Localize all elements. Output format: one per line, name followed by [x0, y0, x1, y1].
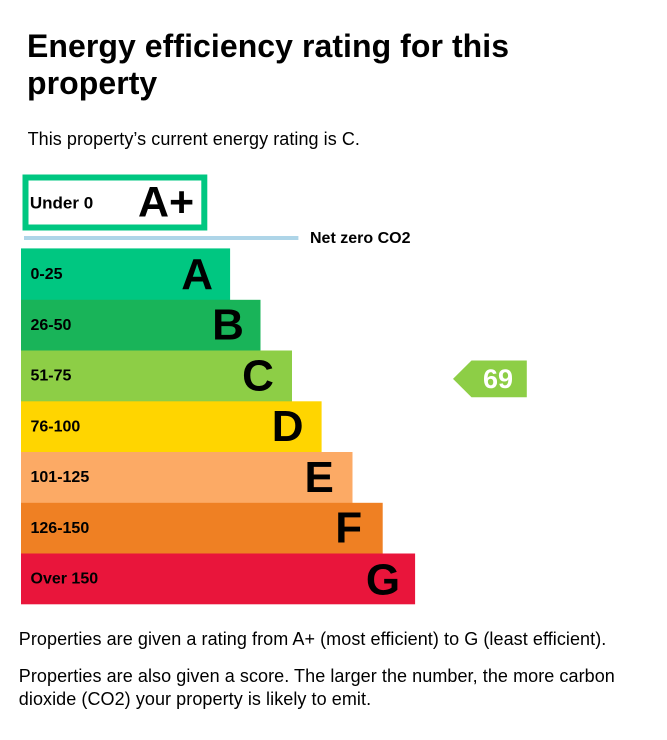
svg-text:Over 150: Over 150 [31, 571, 99, 588]
svg-text:51-75: 51-75 [31, 368, 72, 385]
svg-text:F: F [335, 504, 362, 553]
svg-text:E: E [305, 453, 334, 502]
svg-text:101-125: 101-125 [31, 469, 90, 486]
svg-text:69: 69 [483, 364, 513, 394]
svg-text:A: A [181, 250, 213, 299]
svg-text:0-25: 0-25 [31, 266, 63, 283]
svg-text:26-50: 26-50 [31, 317, 72, 334]
svg-text:G: G [366, 555, 400, 604]
svg-text:76-100: 76-100 [31, 418, 81, 435]
svg-text:B: B [212, 301, 244, 350]
svg-text:A+: A+ [138, 179, 194, 227]
svg-text:126-150: 126-150 [31, 520, 90, 537]
svg-text:D: D [272, 402, 304, 451]
svg-text:C: C [242, 351, 274, 400]
svg-text:Net zero CO2: Net zero CO2 [310, 230, 411, 247]
svg-text:Under 0: Under 0 [30, 193, 93, 212]
